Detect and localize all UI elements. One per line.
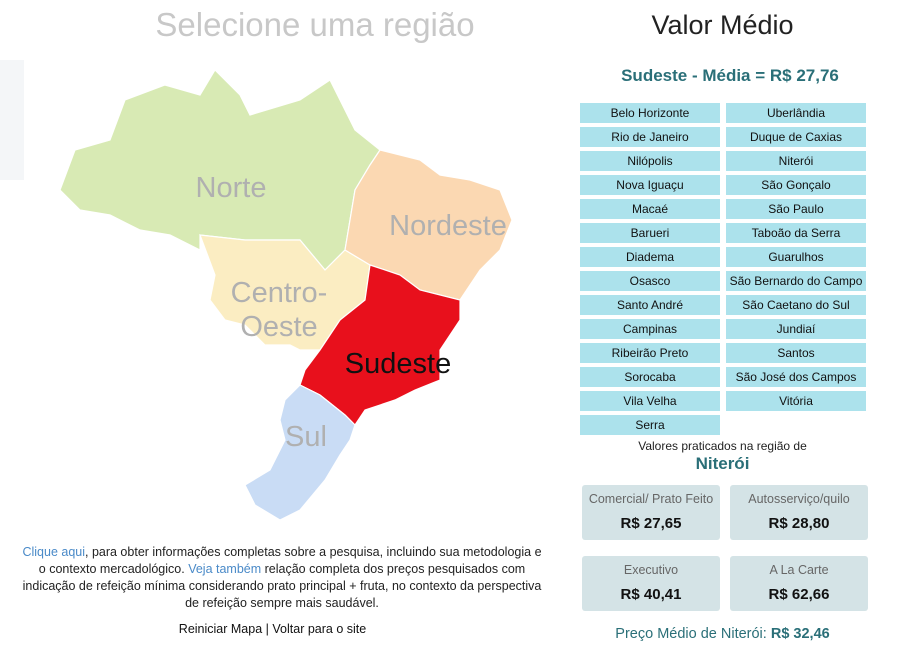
city-button[interactable]: São José dos Campos xyxy=(726,367,866,387)
separator: | xyxy=(265,622,269,636)
link[interactable]: Veja também xyxy=(188,562,262,576)
map: Norte Nordeste Centro- Oeste Sudeste Sul xyxy=(59,69,513,521)
city-button[interactable]: Taboão da Serra xyxy=(726,223,866,243)
map-title: Selecione uma região xyxy=(155,6,475,43)
card-label: A La Carte xyxy=(769,563,829,577)
city-button[interactable]: São Caetano do Sul xyxy=(726,295,866,315)
link[interactable]: Voltar para o site xyxy=(272,622,367,636)
region-label: Sudeste xyxy=(345,348,451,380)
region-label: Oeste xyxy=(240,311,317,343)
region-nordeste[interactable] xyxy=(344,149,513,301)
info-text: Clique aqui, para obter informações comp… xyxy=(22,544,542,612)
region-label: Sul xyxy=(285,421,327,453)
text: , para obter informações completas sobre… xyxy=(38,545,542,576)
caption: Valores praticados na região de xyxy=(638,439,807,453)
city-button[interactable]: Santos xyxy=(726,343,866,363)
price-card: Comercial/ Prato Feito R$ 27,65 xyxy=(582,485,720,540)
average-label: Preço Médio de Niterói: xyxy=(615,626,767,642)
card-label: Executivo xyxy=(623,563,679,577)
region-label: Norte xyxy=(196,172,267,204)
card-label: Comercial/ Prato Feito xyxy=(588,492,714,506)
city-name: Niterói xyxy=(695,454,750,473)
average: Preço Médio de Niterói: R$ 32,46 xyxy=(575,626,870,642)
link[interactable]: Reiniciar Mapa xyxy=(178,622,263,636)
city-button[interactable]: Jundiaí xyxy=(726,319,866,339)
price-card: A La Carte R$ 62,66 xyxy=(730,556,868,611)
price-card: Autosserviço/quilo R$ 28,80 xyxy=(730,485,868,540)
card-label: Autosserviço/quilo xyxy=(748,492,850,506)
side-tab xyxy=(0,60,24,180)
city-button[interactable]: Osasco xyxy=(580,271,720,291)
card-value: R$ 62,66 xyxy=(768,586,830,603)
city-button[interactable]: São Gonçalo xyxy=(726,175,866,195)
city-button[interactable]: Campinas xyxy=(580,319,720,339)
city-button[interactable]: Sorocaba xyxy=(580,367,720,387)
region-label: Centro- xyxy=(231,277,328,309)
city-button[interactable]: Ribeirão Preto xyxy=(580,343,720,363)
panel-subtitle: Sudeste - Média = R$ 27,76 xyxy=(621,66,839,85)
footer: Reiniciar Mapa | Voltar para o site xyxy=(0,622,545,636)
city-button[interactable]: Barueri xyxy=(580,223,720,243)
city-button[interactable]: Macaé xyxy=(580,199,720,219)
city-button[interactable]: Niterói xyxy=(726,151,866,171)
city-button[interactable]: São Paulo xyxy=(726,199,866,219)
city-button[interactable]: Santo André xyxy=(580,295,720,315)
city-button[interactable]: Guarulhos xyxy=(726,247,866,267)
region-sudeste[interactable] xyxy=(299,264,461,426)
city-button[interactable]: Nilópolis xyxy=(580,151,720,171)
city-button[interactable]: Uberlândia xyxy=(726,103,866,123)
price-card: Executivo R$ 40,41 xyxy=(582,556,720,611)
city-button[interactable]: Diadema xyxy=(580,247,720,267)
region-sul[interactable] xyxy=(244,384,356,521)
city-button[interactable]: São Bernardo do Campo xyxy=(726,271,866,291)
panel-title: Valor Médio xyxy=(651,10,794,40)
card-value: R$ 27,65 xyxy=(620,515,682,532)
text: relação completa dos preços pesquisados … xyxy=(22,562,542,610)
card-value: R$ 28,80 xyxy=(768,515,830,532)
city-button[interactable]: Nova Iguaçu xyxy=(580,175,720,195)
city-button[interactable]: Serra xyxy=(580,415,720,435)
city-button[interactable]: Belo Horizonte xyxy=(580,103,720,123)
region-label: Nordeste xyxy=(389,210,507,242)
city-button[interactable]: Rio de Janeiro xyxy=(580,127,720,147)
city-button[interactable]: Vitória xyxy=(726,391,866,411)
city-button[interactable]: Duque de Caxias xyxy=(726,127,866,147)
city-button[interactable]: Vila Velha xyxy=(580,391,720,411)
average-value: R$ 32,46 xyxy=(770,626,830,642)
card-value: R$ 40,41 xyxy=(620,586,682,603)
link[interactable]: Clique aqui xyxy=(22,545,85,559)
